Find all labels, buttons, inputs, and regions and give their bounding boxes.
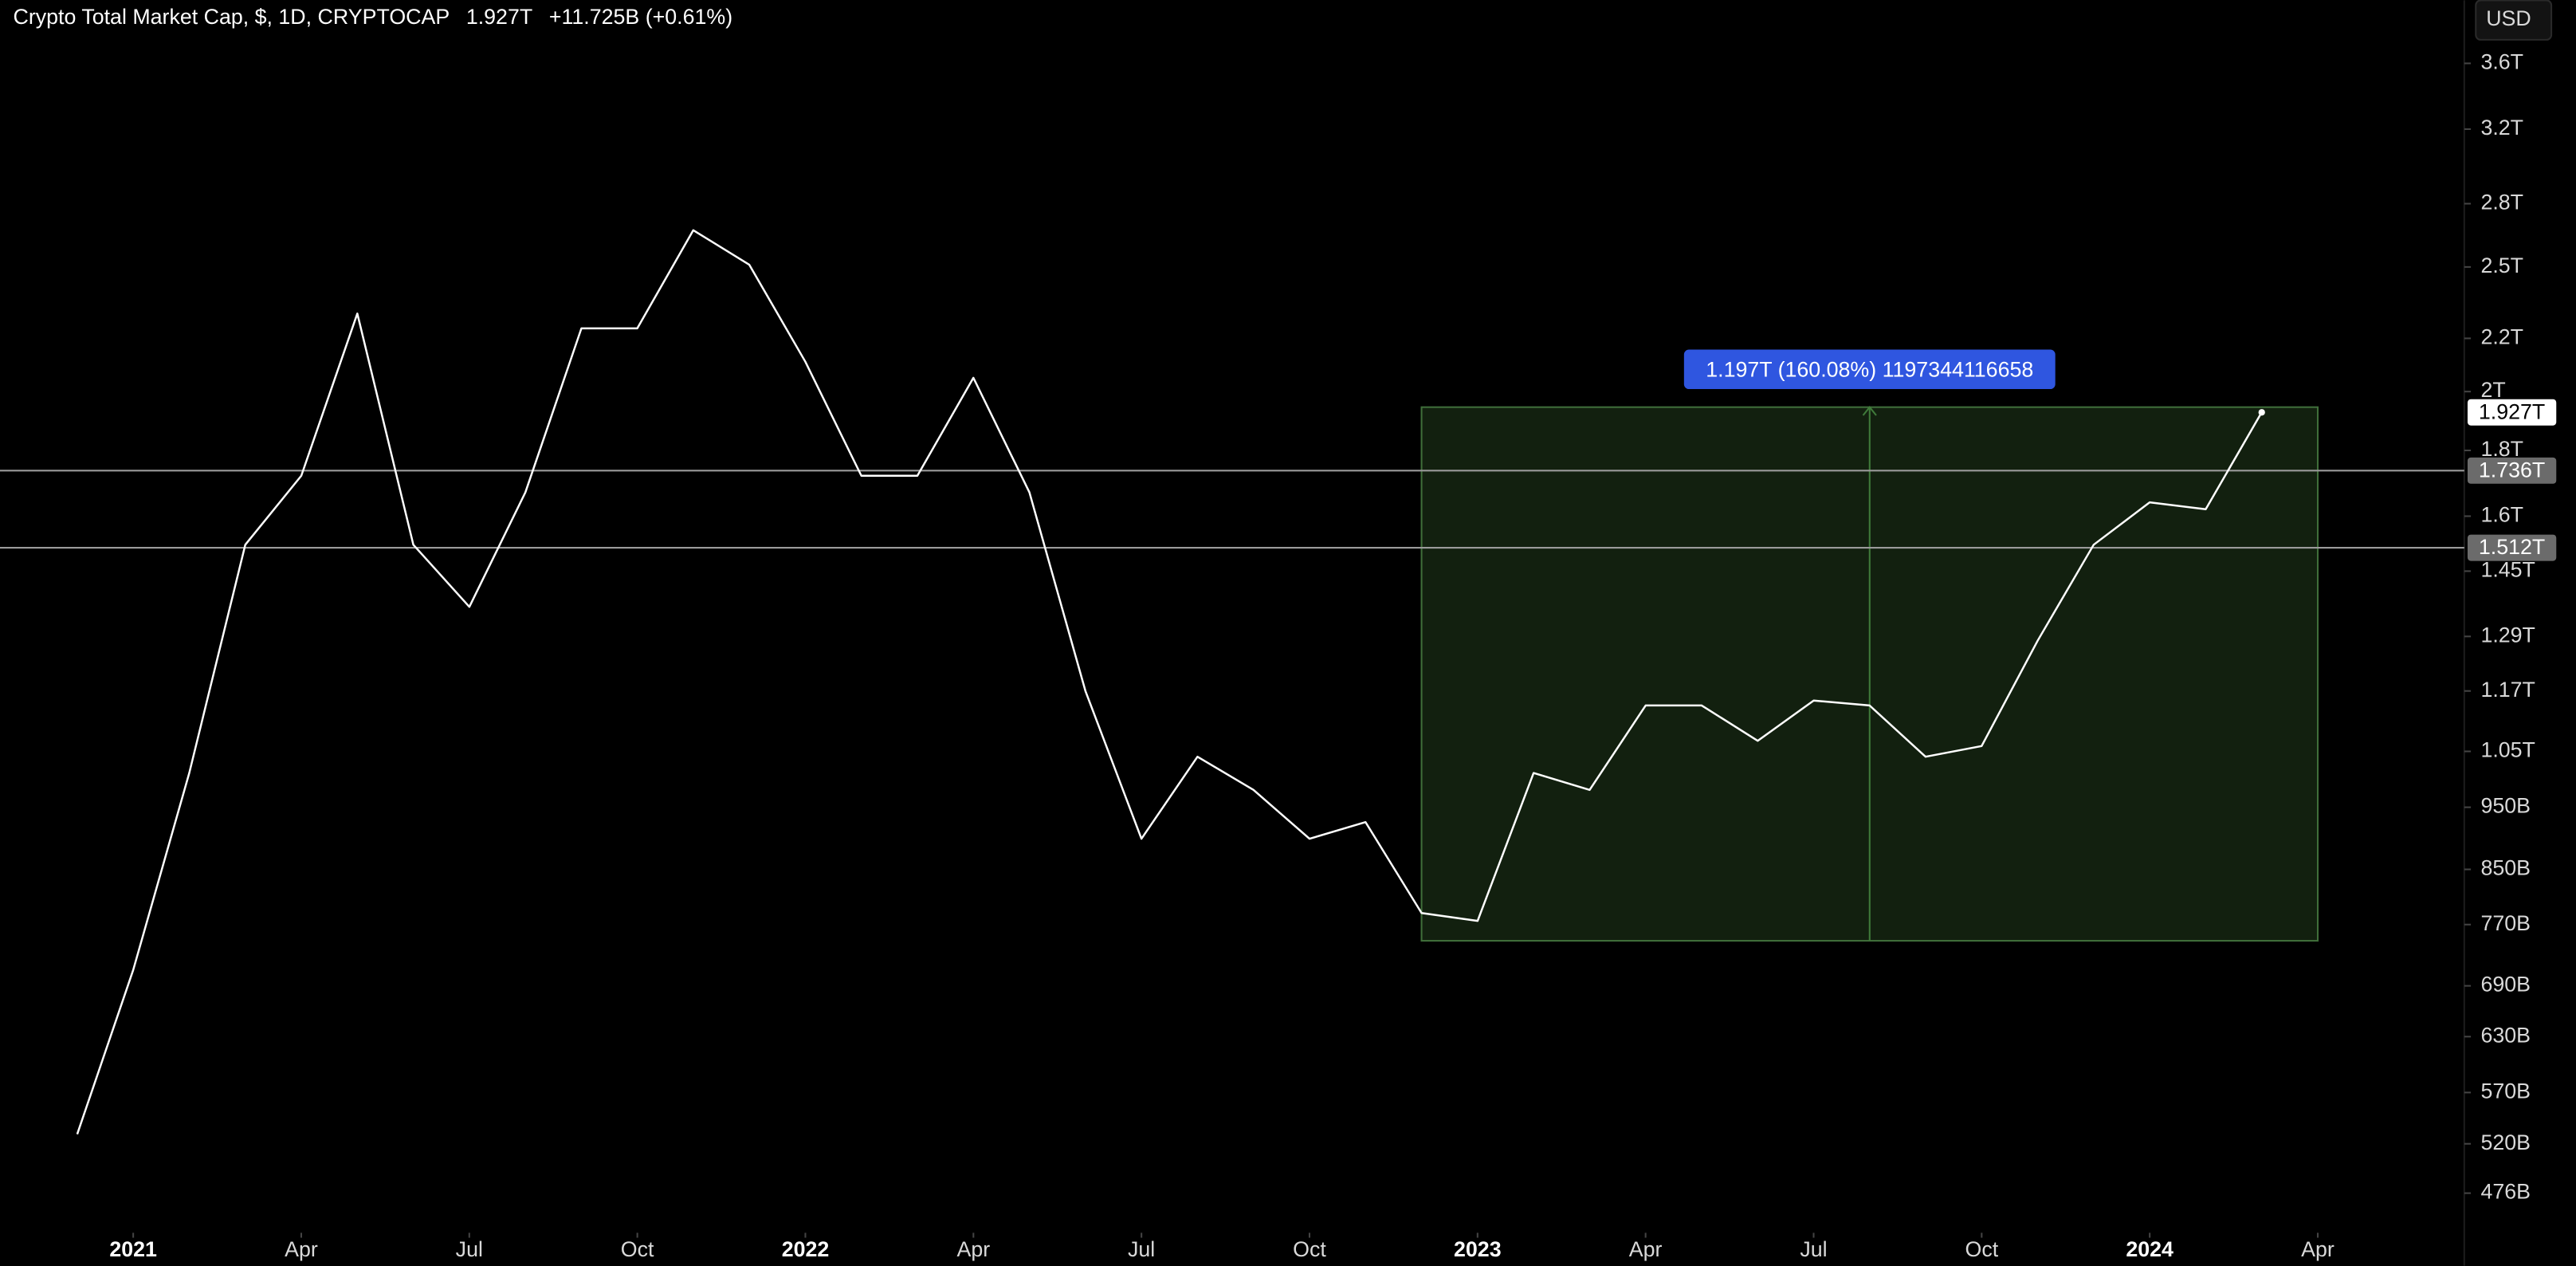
x-tick-label: Oct (1293, 1237, 1326, 1261)
x-tick-label: Apr (285, 1237, 318, 1261)
chart-title: Crypto Total Market Cap, $, 1D, CRYPTOCA… (13, 5, 450, 29)
y-tick-label: 2T (2480, 378, 2505, 402)
y-tick-label: 850B (2480, 856, 2531, 880)
y-tick-label: 1.6T (2480, 503, 2523, 527)
x-tick-label: Jul (456, 1237, 483, 1261)
x-tick-label: Jul (1800, 1237, 1827, 1261)
x-tick-label: Apr (1629, 1237, 1663, 1261)
y-tick-label: 1.45T (2480, 557, 2535, 581)
y-tick-label: 2.2T (2480, 324, 2523, 348)
x-tick-label: Apr (956, 1237, 990, 1261)
y-tick-label: 1.29T (2480, 623, 2535, 647)
x-tick-label: 2021 (109, 1237, 157, 1261)
x-tick-label: 2024 (2126, 1237, 2174, 1261)
y-tick-label: 520B (2480, 1130, 2531, 1154)
last-price-label: 1.927T (2479, 399, 2545, 423)
y-tick-label: 690B (2480, 973, 2531, 997)
measure-arrowhead (1862, 406, 1877, 416)
measure-label: 1.197T (160.08%) 1197344116658 (1706, 357, 2033, 381)
y-tick-label: 570B (2480, 1079, 2531, 1103)
x-tick-label: Oct (621, 1237, 654, 1261)
last-point (2258, 409, 2265, 416)
header-change: +11.725B (+0.61%) (549, 5, 732, 29)
price-badge (2467, 534, 2557, 561)
y-tick-label: 1.8T (2480, 437, 2523, 461)
x-tick-label: Apr (2301, 1237, 2334, 1261)
y-tick-label: 630B (2480, 1023, 2531, 1047)
price-badge-label: 1.512T (2479, 535, 2545, 559)
x-tick-label: 2022 (782, 1237, 830, 1261)
currency-button[interactable] (2475, 0, 2553, 41)
y-tick-label: 1.05T (2480, 738, 2535, 762)
last-price-badge (2467, 399, 2557, 426)
price-line (76, 229, 2263, 1135)
x-tick-label: 2023 (1454, 1237, 1502, 1261)
currency-label[interactable]: USD (2486, 6, 2531, 30)
y-tick-label: 3.2T (2480, 116, 2523, 140)
x-tick-label: Jul (1128, 1237, 1155, 1261)
x-tick-label: Oct (1965, 1237, 1998, 1261)
price-badge-label: 1.736T (2479, 458, 2545, 482)
measure-label-box (1683, 349, 2056, 390)
y-tick-label: 3.6T (2480, 50, 2523, 74)
price-badge (2467, 457, 2557, 484)
y-tick-label: 2.5T (2480, 254, 2523, 277)
y-tick-label: 950B (2480, 794, 2531, 818)
y-tick-label: 770B (2480, 911, 2531, 935)
header-last: 1.927T (466, 5, 532, 29)
y-tick-label: 1.17T (2480, 678, 2535, 702)
y-tick-label: 476B (2480, 1180, 2531, 1204)
y-tick-label: 2.8T (2480, 191, 2523, 214)
